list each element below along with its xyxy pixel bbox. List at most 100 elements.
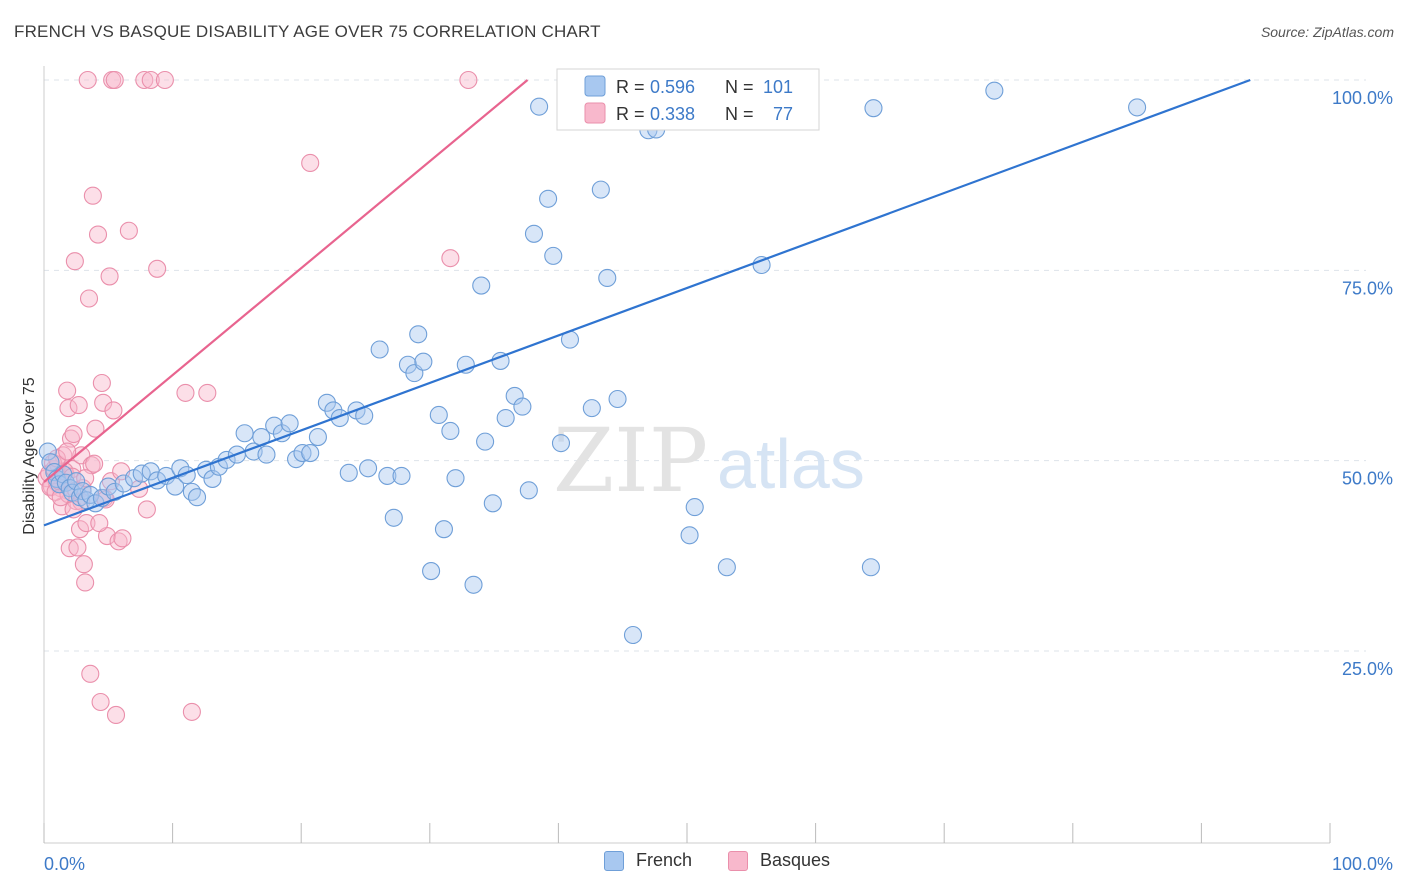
basque-point	[92, 373, 111, 393]
french-swatch	[604, 850, 624, 871]
series-legend: French Basques	[0, 850, 1406, 880]
basque-point	[58, 381, 77, 400]
basque-point	[176, 383, 195, 402]
basque-point	[441, 249, 460, 268]
french-legend-swatch	[584, 75, 606, 97]
french-point	[308, 428, 327, 447]
basque-point	[148, 259, 167, 278]
french-point	[582, 399, 601, 418]
trend-lines	[43, 78, 1251, 527]
french-point	[446, 469, 465, 488]
basque-point	[85, 454, 104, 473]
french-point	[608, 389, 627, 409]
french-point	[392, 466, 411, 485]
basque-point	[60, 539, 79, 558]
basque-point	[100, 267, 119, 286]
basque-point	[74, 555, 93, 574]
french-point	[422, 562, 441, 581]
french-point	[384, 508, 403, 527]
french-point	[1128, 98, 1147, 117]
y-tick-label: 25.0%	[1342, 659, 1393, 679]
basque-point	[77, 514, 96, 533]
french-point	[317, 393, 336, 412]
basque-point	[81, 664, 100, 683]
basque-point	[58, 442, 77, 461]
basque-r-value: 0.338	[650, 104, 695, 124]
y-axis-label: Disability Age Over 75	[21, 377, 38, 535]
y-tick-label: 100.0%	[1332, 88, 1393, 108]
stats-legend: R = 0.596 N = 101 R = 0.338 N = 77	[556, 68, 820, 131]
basque-point	[135, 70, 154, 90]
basque-point	[106, 705, 126, 725]
basque-point	[68, 538, 87, 557]
french-trend-line	[43, 78, 1251, 527]
french-point	[414, 352, 433, 371]
basque-point	[83, 186, 102, 205]
french-point	[476, 432, 495, 451]
french-point	[472, 276, 491, 295]
watermark-atlas: atlas	[717, 425, 865, 503]
french-point	[551, 434, 571, 453]
french-point	[752, 255, 771, 275]
french-point	[441, 421, 460, 441]
french-points	[38, 81, 1147, 645]
french-point	[187, 488, 207, 507]
french-point	[38, 442, 57, 461]
basque-n-label: N =	[725, 104, 754, 124]
french-point	[685, 498, 704, 517]
basque-point	[91, 692, 110, 712]
french-point	[359, 459, 378, 478]
basque-point	[119, 221, 138, 240]
french-point	[513, 397, 532, 416]
y-tick-label: 50.0%	[1342, 469, 1393, 489]
basque-point	[182, 702, 201, 721]
basque-point	[198, 383, 217, 402]
french-point	[985, 81, 1004, 100]
y-tick-label: 75.0%	[1342, 278, 1393, 298]
french-point	[114, 474, 133, 493]
french-point	[41, 453, 60, 472]
french-point	[464, 575, 483, 594]
basque-point	[155, 70, 174, 90]
axes	[43, 66, 1331, 844]
source-credit: Source: ZipAtlas.com	[1260, 24, 1394, 40]
french-point	[519, 481, 538, 500]
x-tick-label: 100.0%	[1332, 854, 1393, 874]
french-n-label: N =	[725, 77, 754, 97]
french-point	[544, 246, 563, 265]
basque-point	[78, 70, 97, 90]
french-point	[530, 97, 549, 116]
french-point	[591, 180, 610, 199]
basque-point	[104, 401, 123, 420]
french-point	[539, 189, 558, 208]
french-point	[280, 414, 299, 433]
basque-point	[59, 399, 78, 418]
french-point	[623, 625, 643, 645]
basque-point	[301, 153, 320, 173]
basque-legend-swatch	[584, 102, 606, 124]
basque-points	[37, 70, 478, 725]
french-point	[598, 268, 617, 287]
y-tick-labels: 100.0% 75.0% 50.0% 25.0%	[1332, 88, 1393, 679]
french-point	[717, 558, 736, 577]
chart-title: FRENCH VS BASQUE DISABILITY AGE OVER 75 …	[14, 22, 601, 41]
french-point	[265, 416, 284, 435]
legend-label-basques: Basques	[760, 850, 831, 870]
basque-r-label: R =	[616, 104, 645, 124]
basque-point	[79, 289, 99, 308]
basque-point	[86, 419, 105, 438]
french-point	[524, 224, 544, 243]
french-point	[378, 466, 397, 485]
french-point	[861, 558, 880, 577]
basque-point	[105, 70, 124, 90]
french-point	[409, 325, 428, 344]
basque-point	[113, 529, 132, 548]
french-point	[483, 494, 502, 513]
french-point	[182, 482, 201, 501]
legend-item-french[interactable]: French	[604, 850, 692, 871]
french-r-label: R =	[616, 77, 645, 97]
french-point	[301, 444, 320, 463]
basque-point	[69, 396, 88, 415]
legend-item-basques[interactable]: Basques	[728, 850, 830, 871]
